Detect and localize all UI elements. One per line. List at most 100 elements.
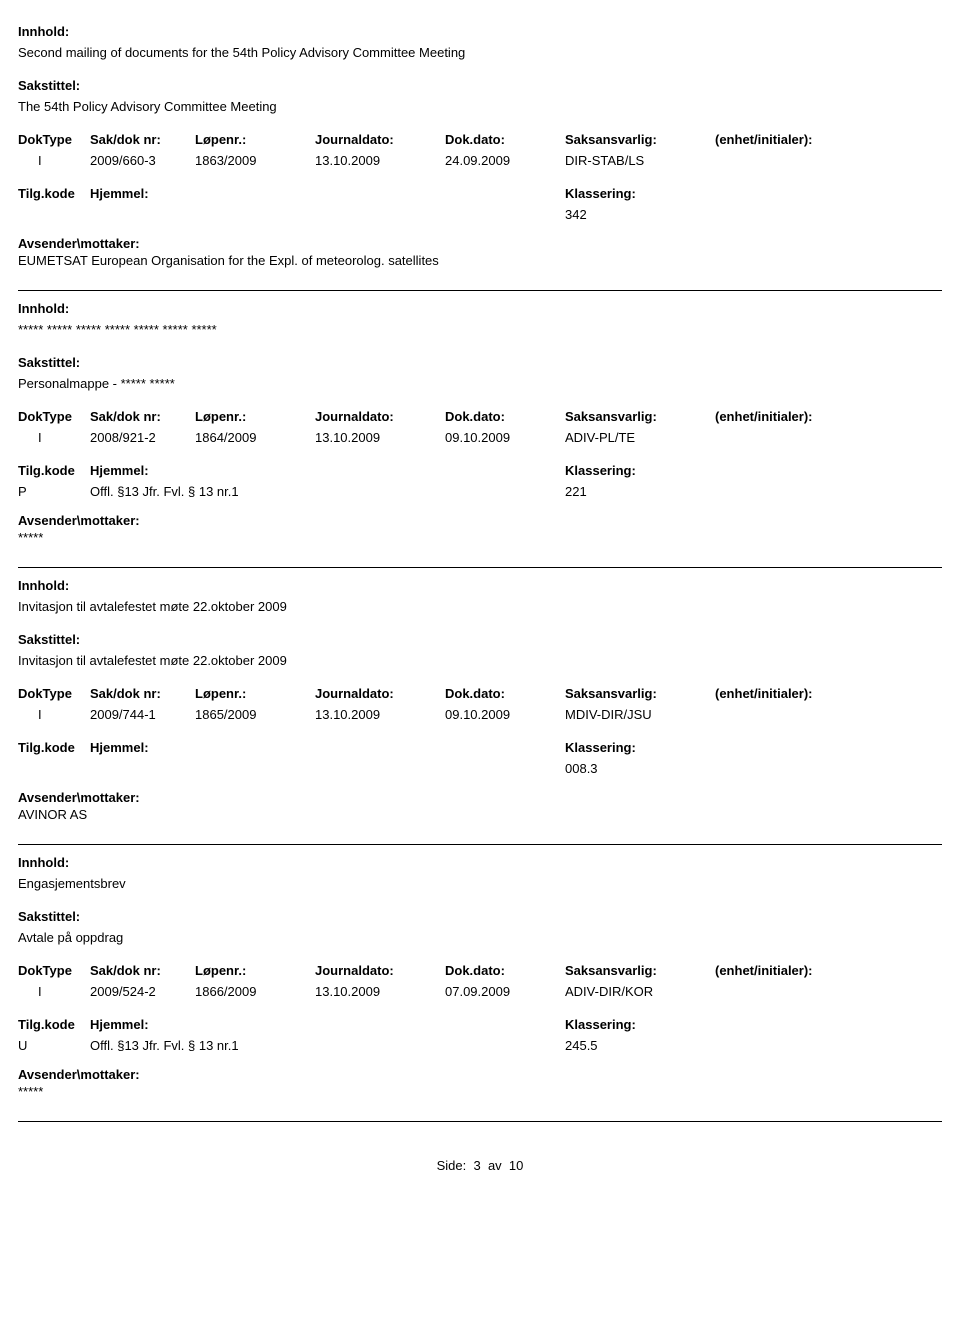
sakstittel-label: Sakstittel: xyxy=(18,909,942,924)
klassering-value: 245.5 xyxy=(565,1038,865,1053)
col-saksansvarlig: Saksansvarlig: xyxy=(565,686,715,701)
val-sakdok: 2009/524-2 xyxy=(90,984,195,999)
hjemmel-value: Offl. §13 Jfr. Fvl. § 13 nr.1 xyxy=(90,1038,239,1053)
val-journaldato: 13.10.2009 xyxy=(315,984,445,999)
col-enhet: (enhet/initialer): xyxy=(715,132,865,147)
avsender-label: Avsender\mottaker: xyxy=(18,236,942,251)
val-lopenr: 1865/2009 xyxy=(195,707,315,722)
columns-values: I 2008/921-2 1864/2009 13.10.2009 09.10.… xyxy=(18,430,942,445)
sakstittel-text: The 54th Policy Advisory Committee Meeti… xyxy=(18,99,942,114)
val-enhet xyxy=(715,707,865,722)
klassering-label: Klassering: xyxy=(565,740,865,755)
columns-header: DokType Sak/dok nr: Løpenr.: Journaldato… xyxy=(18,409,942,424)
klassering-value: 008.3 xyxy=(565,761,865,776)
col-sakdok: Sak/dok nr: xyxy=(90,132,195,147)
innhold-label: Innhold: xyxy=(18,855,942,870)
val-lopenr: 1866/2009 xyxy=(195,984,315,999)
tilg-left: Tilg.kodeHjemmel: UOffl. §13 Jfr. Fvl. §… xyxy=(18,1017,565,1053)
tilg-row: Tilg.kodeHjemmel: UOffl. §13 Jfr. Fvl. §… xyxy=(18,1017,942,1053)
tilgkode-label: Tilg.kode xyxy=(18,463,90,478)
tilg-left: Tilg.kodeHjemmel: xyxy=(18,186,565,222)
klassering-label: Klassering: xyxy=(565,1017,865,1032)
col-lopenr: Løpenr.: xyxy=(195,132,315,147)
tilg-right: Klassering: 008.3 xyxy=(565,740,865,776)
sakstittel-text: Personalmappe - ***** ***** xyxy=(18,376,942,391)
footer-sep: av xyxy=(488,1158,502,1173)
journal-entry: Innhold: Engasjementsbrev Sakstittel: Av… xyxy=(18,855,942,1122)
col-journaldato: Journaldato: xyxy=(315,963,445,978)
hjemmel-label: Hjemmel: xyxy=(90,740,149,755)
columns-header: DokType Sak/dok nr: Løpenr.: Journaldato… xyxy=(18,132,942,147)
val-doktype: I xyxy=(18,430,90,445)
hjemmel-label: Hjemmel: xyxy=(90,186,149,201)
tilg-row: Tilg.kodeHjemmel: Klassering: 342 xyxy=(18,186,942,222)
col-sakdok: Sak/dok nr: xyxy=(90,409,195,424)
hjemmel-label: Hjemmel: xyxy=(90,463,149,478)
col-doktype: DokType xyxy=(18,963,90,978)
val-dokdato: 09.10.2009 xyxy=(445,430,565,445)
val-doktype: I xyxy=(18,984,90,999)
val-dokdato: 24.09.2009 xyxy=(445,153,565,168)
journal-entry: Innhold: Invitasjon til avtalefestet møt… xyxy=(18,578,942,845)
avsender-label: Avsender\mottaker: xyxy=(18,790,942,805)
tilgkode-label: Tilg.kode xyxy=(18,1017,90,1032)
footer-side-label: Side: xyxy=(437,1158,467,1173)
col-doktype: DokType xyxy=(18,686,90,701)
avsender-label: Avsender\mottaker: xyxy=(18,513,942,528)
val-dokdato: 07.09.2009 xyxy=(445,984,565,999)
val-journaldato: 13.10.2009 xyxy=(315,707,445,722)
klassering-value: 342 xyxy=(565,207,865,222)
tilg-left: Tilg.kodeHjemmel: POffl. §13 Jfr. Fvl. §… xyxy=(18,463,565,499)
col-lopenr: Løpenr.: xyxy=(195,963,315,978)
val-saksansvarlig: ADIV-PL/TE xyxy=(565,430,715,445)
val-journaldato: 13.10.2009 xyxy=(315,430,445,445)
col-dokdato: Dok.dato: xyxy=(445,963,565,978)
col-dokdato: Dok.dato: xyxy=(445,686,565,701)
val-enhet xyxy=(715,153,865,168)
val-sakdok: 2008/921-2 xyxy=(90,430,195,445)
col-enhet: (enhet/initialer): xyxy=(715,963,865,978)
val-dokdato: 09.10.2009 xyxy=(445,707,565,722)
klassering-value: 221 xyxy=(565,484,865,499)
journal-entry: Innhold: Second mailing of documents for… xyxy=(18,24,942,291)
innhold-text: Invitasjon til avtalefestet møte 22.okto… xyxy=(18,599,942,614)
sakstittel-label: Sakstittel: xyxy=(18,78,942,93)
tilg-right: Klassering: 221 xyxy=(565,463,865,499)
sakstittel-text: Avtale på oppdrag xyxy=(18,930,942,945)
val-enhet xyxy=(715,430,865,445)
col-journaldato: Journaldato: xyxy=(315,409,445,424)
col-saksansvarlig: Saksansvarlig: xyxy=(565,132,715,147)
val-sakdok: 2009/744-1 xyxy=(90,707,195,722)
journal-entry: Innhold: ***** ***** ***** ***** ***** *… xyxy=(18,301,942,568)
innhold-text: Engasjementsbrev xyxy=(18,876,942,891)
innhold-text: ***** ***** ***** ***** ***** ***** ****… xyxy=(18,322,942,337)
val-enhet xyxy=(715,984,865,999)
footer-total: 10 xyxy=(509,1158,523,1173)
klassering-label: Klassering: xyxy=(565,463,865,478)
innhold-label: Innhold: xyxy=(18,578,942,593)
col-saksansvarlig: Saksansvarlig: xyxy=(565,963,715,978)
avsender-value: ***** xyxy=(18,1084,942,1099)
col-doktype: DokType xyxy=(18,132,90,147)
val-doktype: I xyxy=(18,707,90,722)
tilgkode-value: P xyxy=(18,484,90,499)
columns-values: I 2009/660-3 1863/2009 13.10.2009 24.09.… xyxy=(18,153,942,168)
val-saksansvarlig: MDIV-DIR/JSU xyxy=(565,707,715,722)
innhold-label: Innhold: xyxy=(18,301,942,316)
tilg-row: Tilg.kodeHjemmel: Klassering: 008.3 xyxy=(18,740,942,776)
tilg-right: Klassering: 342 xyxy=(565,186,865,222)
sakstittel-text: Invitasjon til avtalefestet møte 22.okto… xyxy=(18,653,942,668)
val-sakdok: 2009/660-3 xyxy=(90,153,195,168)
hjemmel-value: Offl. §13 Jfr. Fvl. § 13 nr.1 xyxy=(90,484,239,499)
col-sakdok: Sak/dok nr: xyxy=(90,686,195,701)
col-sakdok: Sak/dok nr: xyxy=(90,963,195,978)
col-journaldato: Journaldato: xyxy=(315,686,445,701)
tilg-row: Tilg.kodeHjemmel: POffl. §13 Jfr. Fvl. §… xyxy=(18,463,942,499)
avsender-value: EUMETSAT European Organisation for the E… xyxy=(18,253,942,268)
klassering-label: Klassering: xyxy=(565,186,865,201)
col-dokdato: Dok.dato: xyxy=(445,409,565,424)
hjemmel-label: Hjemmel: xyxy=(90,1017,149,1032)
avsender-value: ***** xyxy=(18,530,942,545)
innhold-text: Second mailing of documents for the 54th… xyxy=(18,45,942,60)
col-doktype: DokType xyxy=(18,409,90,424)
